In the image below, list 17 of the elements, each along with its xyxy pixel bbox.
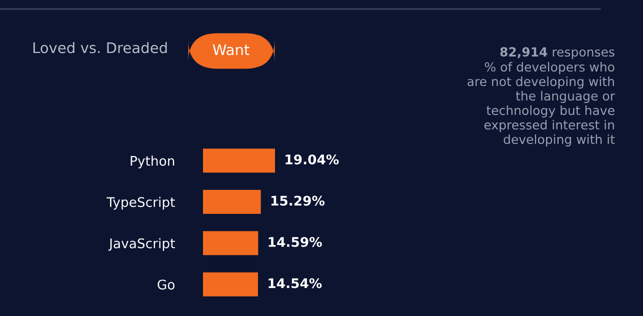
data-label: 19.04% <box>286 154 339 164</box>
y-tick-label: Python <box>130 156 174 168</box>
text: 82,914 <box>500 47 548 58</box>
bar <box>203 272 258 296</box>
bar <box>203 190 261 214</box>
data-label: 15.29% <box>271 196 325 206</box>
bar <box>203 231 258 256</box>
bar <box>203 148 275 173</box>
data-label: 14.54% <box>268 278 322 288</box>
y-tick-label: JavaScript <box>108 238 175 251</box>
text: responses <box>552 49 614 60</box>
text: % of developers who are not developing with the language or technology but have expressed interest in developing with it <box>468 62 615 146</box>
text: Loved vs. Dreaded <box>33 42 167 54</box>
text: Want <box>212 44 250 56</box>
data-label: 14.59% <box>268 236 322 247</box>
y-tick-label: Go <box>158 280 174 290</box>
y-tick-label: TypeScript <box>106 196 175 210</box>
